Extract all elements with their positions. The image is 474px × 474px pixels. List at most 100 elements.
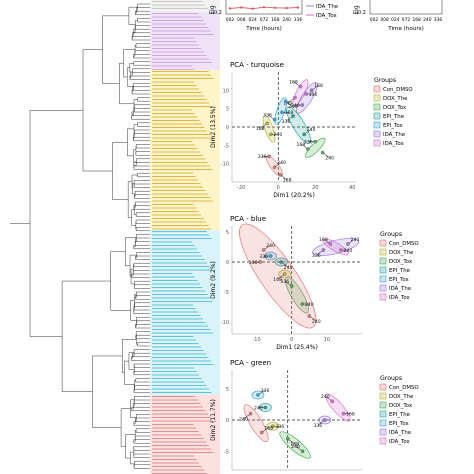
- series-point: [296, 6, 300, 9]
- dendrogram-branch: [133, 385, 150, 392]
- point-label: 336: [261, 388, 270, 394]
- dendrogram-branch: [135, 324, 150, 329]
- y-tick-label: 5: [226, 387, 229, 393]
- data-point: [272, 165, 277, 170]
- dendrogram-branch: [131, 111, 150, 118]
- point-label: 240: [325, 155, 334, 161]
- dendrogram-branch: [135, 414, 150, 421]
- dendrogram-branch: [135, 428, 150, 433]
- x-tick-label: 20: [312, 185, 318, 191]
- point-label: 336: [282, 119, 291, 125]
- module-bar: [150, 70, 220, 230]
- eigengene-plot-frame: [369, 0, 443, 15]
- legend-swatch: [373, 130, 381, 138]
- data-point: [289, 284, 294, 288]
- x-tick-label: 0: [277, 185, 280, 191]
- group-ellipse: [292, 79, 309, 107]
- x-tick-label: 240: [423, 17, 432, 23]
- data-point: [346, 242, 350, 246]
- x-tick-label: 024: [248, 17, 257, 23]
- dendrogram-branch: [133, 453, 150, 458]
- x-tick-label: 002: [370, 17, 379, 23]
- data-point: [280, 110, 284, 115]
- y-axis-label: Eig: [209, 5, 216, 14]
- pca-title: PCA - green: [230, 359, 271, 367]
- dendrogram-branch: [123, 49, 136, 78]
- data-point: [328, 242, 333, 246]
- legend-title: Groups: [380, 231, 402, 238]
- data-point: [256, 393, 260, 397]
- dendrogram-branch: [133, 180, 150, 187]
- dendrogram-branch: [133, 306, 150, 313]
- legend-swatch: [379, 428, 387, 436]
- data-point: [248, 411, 253, 416]
- point-label: 336: [309, 92, 318, 98]
- y-tick-label: -10: [221, 320, 229, 326]
- data-point: [302, 132, 306, 137]
- dendrogram-branch: [133, 162, 150, 169]
- gene-dendrogram: [10, 3, 150, 469]
- legend-label: EPI_The: [389, 268, 411, 274]
- plot-area: [232, 226, 362, 334]
- dendrogram-branch: [135, 252, 150, 259]
- dendrogram-branch: [131, 36, 150, 41]
- dendrogram-branch: [135, 331, 150, 338]
- y-tick-label: -0.2: [356, 10, 366, 16]
- dendrogram-branch: [133, 50, 150, 57]
- y-tick-label: 5: [226, 107, 229, 113]
- data-point: [272, 117, 277, 122]
- dendrogram-branch: [133, 99, 138, 109]
- dendrogram-branch: [133, 446, 150, 451]
- data-point: [282, 272, 287, 276]
- group-ellipse: [305, 137, 326, 158]
- dendrogram-branch: [134, 201, 150, 208]
- legend-swatch: [373, 85, 381, 93]
- data-point: [300, 302, 305, 306]
- dendrogram-branch: [132, 182, 136, 195]
- dendrogram-branch: [133, 244, 150, 250]
- dendrogram-branch: [119, 62, 134, 105]
- dendrogram-branch: [131, 86, 150, 93]
- point-label: 240: [351, 237, 360, 243]
- dendrogram-branch: [134, 190, 150, 197]
- dendrogram-branch: [133, 460, 150, 467]
- data-point: [265, 121, 269, 126]
- x-tick-label: 008: [380, 17, 389, 23]
- legend-label: Con_DMSO: [389, 385, 419, 391]
- dendrogram-branch: [135, 320, 150, 327]
- dendrogram-branch: [133, 25, 150, 33]
- legend-label: EPI_The: [389, 412, 411, 418]
- legend-label: IDA_The: [389, 286, 412, 292]
- dendrogram-branch: [132, 28, 150, 36]
- point-label: 240: [254, 405, 263, 411]
- dendrogram-branch: [130, 268, 135, 285]
- module-bar: [150, 395, 220, 474]
- dendrogram-branch: [133, 435, 150, 442]
- point-label: 240: [284, 100, 293, 106]
- legend-swatch: [373, 94, 381, 102]
- legend-label: EPI_Tox: [389, 421, 409, 427]
- x-axis-label: Dim1 (20.2%): [273, 192, 315, 199]
- point-label: 240: [284, 265, 293, 271]
- y-tick-label: 10: [223, 88, 229, 94]
- legend-swatch: [379, 239, 387, 247]
- y-tick-label: -5: [224, 290, 229, 296]
- dendrogram-branch: [131, 273, 150, 278]
- legend-title: Groups: [380, 375, 402, 382]
- data-point: [263, 405, 268, 410]
- x-tick-label: 168: [412, 17, 421, 23]
- series-point: [240, 6, 243, 9]
- dendrogram-branch: [133, 302, 150, 310]
- legend-label: EPI_The: [383, 114, 405, 120]
- dendrogram-branch: [102, 15, 129, 84]
- data-point: [269, 132, 273, 137]
- point-label: 336: [304, 139, 313, 145]
- dendrogram-branch: [137, 172, 150, 178]
- y-tick-label: 0: [226, 125, 229, 131]
- point-label: 336: [258, 154, 267, 160]
- point-label: 336: [313, 423, 322, 429]
- dendrogram-branch: [131, 115, 150, 120]
- y-tick-label: -0.2: [212, 10, 222, 16]
- data-point: [279, 260, 283, 264]
